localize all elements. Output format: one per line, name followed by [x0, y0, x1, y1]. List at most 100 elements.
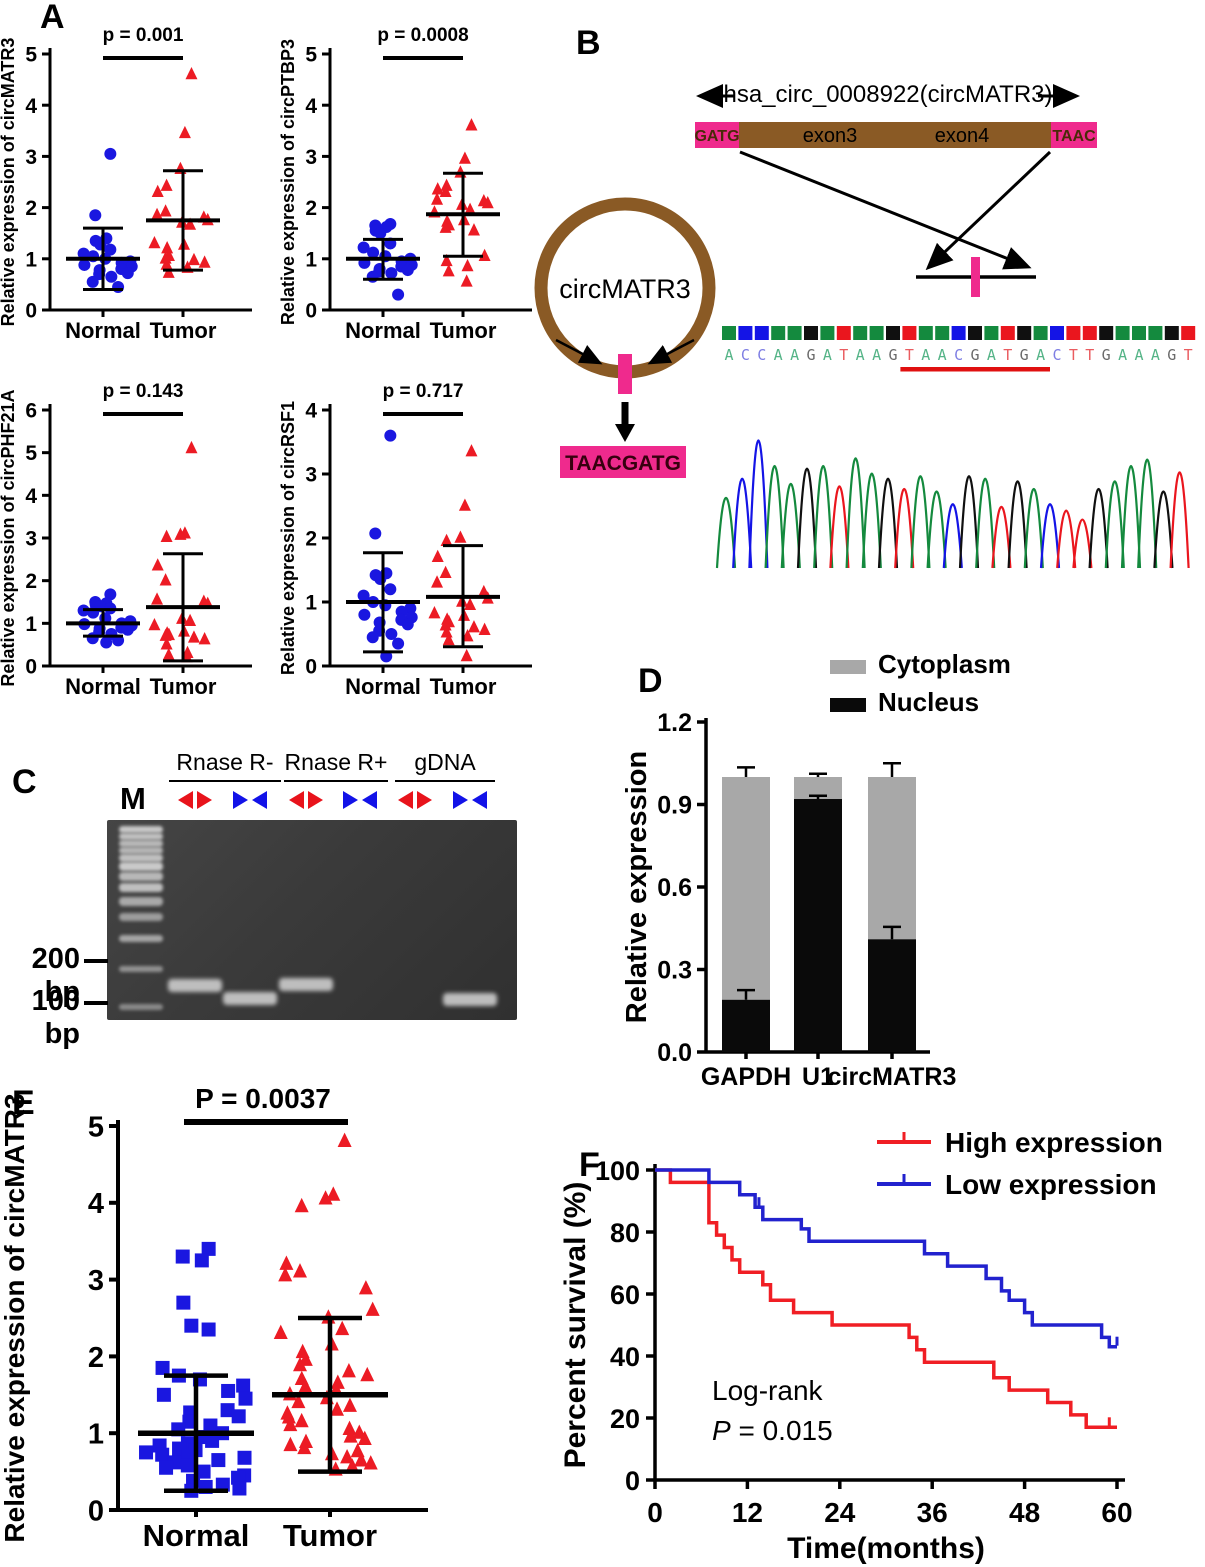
ladder-band	[119, 872, 163, 881]
svg-text:48: 48	[1009, 1497, 1040, 1528]
panel-c-label: C	[12, 763, 37, 801]
scatter-circmatr3-large-chart: 0 1 2 3 4 5 Normal Tumor P = 0.0037 Relative expr…	[0, 1083, 428, 1553]
pcr-band	[279, 978, 333, 992]
svg-text:2: 2	[305, 197, 317, 220]
svg-text:C: C	[741, 346, 750, 364]
svg-text:Tumor: Tumor	[430, 674, 497, 699]
svg-text:4: 4	[88, 1188, 104, 1220]
svg-text:1.2: 1.2	[657, 709, 692, 737]
ladder-band	[119, 935, 163, 942]
ladder-band	[119, 826, 163, 833]
tumor-points	[273, 1132, 380, 1476]
mean-sd-normal	[346, 237, 420, 281]
pcr-band	[443, 993, 497, 1007]
ladder-band	[119, 840, 163, 847]
cytoplasm-bar	[794, 777, 842, 799]
mean-sd-normal	[66, 608, 140, 638]
svg-text:P = 0.0037: P = 0.0037	[195, 1083, 331, 1114]
mean-sd-normal	[66, 226, 140, 292]
circle-junction-tick	[618, 354, 632, 394]
tumor-points	[148, 66, 214, 278]
svg-text:GATG: GATG	[694, 128, 739, 145]
svg-text:A: A	[921, 346, 930, 364]
svg-text:0: 0	[625, 1466, 640, 1496]
sequence-squares	[722, 326, 1196, 340]
svg-text:Tumor: Tumor	[150, 318, 217, 343]
svg-text:0: 0	[88, 1495, 104, 1527]
svg-text:12: 12	[732, 1497, 763, 1528]
svg-text:0: 0	[305, 656, 317, 679]
normal-points	[77, 147, 138, 293]
svg-text:60: 60	[1101, 1497, 1132, 1528]
panel-e-label: E	[12, 1084, 35, 1122]
svg-text:A: A	[856, 346, 865, 364]
svg-text:1: 1	[305, 248, 317, 271]
gel-marker-lane-label: M	[120, 781, 146, 816]
convergent-primer-arrow-icon	[233, 791, 248, 809]
svg-text:0.3: 0.3	[657, 957, 692, 985]
svg-text:G: G	[970, 346, 979, 364]
gatg-splice-box	[695, 122, 739, 148]
svg-text:Normal: Normal	[345, 318, 421, 343]
gel-group-rnase-minus: Rnase R-	[169, 749, 281, 782]
svg-text:U1: U1	[802, 1063, 834, 1091]
panel-c-gel: C M Rnase R- Rnase R+ gDNA 200 bp 100 bp	[0, 745, 570, 1055]
svg-text:G: G	[1020, 346, 1029, 364]
svg-text:Normal: Normal	[65, 674, 141, 699]
svg-text:Relative expression of circMAT: Relative expression of circMATR3	[0, 1093, 30, 1542]
svg-text:4: 4	[25, 485, 37, 508]
svg-text:circMATR3: circMATR3	[559, 274, 691, 304]
svg-text:Relative expression: Relative expression	[621, 751, 653, 1023]
mean-sd-tumor	[146, 169, 220, 272]
divergent-primer-arrow-icon	[178, 791, 193, 809]
svg-text:80: 80	[610, 1218, 640, 1248]
svg-text:Tumor: Tumor	[150, 674, 217, 699]
svg-text:G: G	[1167, 346, 1176, 364]
mean-sd-tumor	[426, 544, 500, 649]
svg-text:A: A	[987, 346, 996, 364]
ladder-band	[119, 847, 163, 854]
legend-swatch-nucleus	[830, 698, 866, 712]
mean-sd-normal	[138, 1373, 254, 1494]
svg-text:2: 2	[305, 528, 317, 551]
svg-text:Cytoplasm: Cytoplasm	[878, 649, 1011, 679]
mean-sd-tumor	[146, 552, 220, 663]
gel-size-200bp-dash	[84, 959, 108, 963]
svg-text:5: 5	[25, 44, 37, 67]
svg-text:A: A	[774, 346, 783, 364]
backsplice-arrow-right	[925, 150, 1052, 271]
convergent-primer-arrow-icon	[343, 791, 358, 809]
nucleus-bar	[722, 999, 770, 1052]
svg-text:A: A	[724, 346, 733, 364]
svg-text:G: G	[1102, 346, 1111, 364]
svg-text:Tumor: Tumor	[283, 1518, 377, 1553]
convergent-primer-arrow-icon	[362, 791, 377, 809]
gel-size-100bp-dash	[84, 1001, 108, 1005]
svg-text:G: G	[806, 346, 815, 364]
svg-text:G: G	[888, 346, 897, 364]
svg-text:exon3: exon3	[803, 125, 858, 147]
svg-text:T: T	[1069, 346, 1078, 364]
svg-text:20: 20	[610, 1404, 640, 1434]
svg-text:D: D	[638, 662, 663, 700]
divergent-primer-arrow-icon	[197, 791, 212, 809]
pcr-band	[223, 992, 277, 1006]
svg-text:36: 36	[917, 1497, 948, 1528]
svg-text:Tumor: Tumor	[430, 318, 497, 343]
svg-text:p = 0.143: p = 0.143	[103, 381, 184, 402]
panel-f: F 0 12 24 36 48 60 0 20 40 60 80 100 High expression L…	[555, 1090, 1205, 1567]
svg-text:3: 3	[305, 146, 317, 169]
cytoplasm-bar	[722, 777, 770, 1000]
svg-text:4: 4	[305, 95, 317, 118]
backsplice-arrow-left	[739, 150, 1032, 270]
scatter-circmatr3-chart: 0 1 2 3 4 5 Normal Tumor p = 0.001 Relative expre…	[0, 25, 252, 343]
mean-sd-tumor	[426, 171, 500, 258]
normal-points	[357, 429, 418, 663]
tumor-points	[428, 118, 494, 287]
svg-text:1: 1	[305, 592, 317, 615]
scatter-circptbp3-chart: 0 1 2 3 4 5 Normal Tumor p = 0.0008 Relative expr…	[280, 25, 532, 343]
divergent-primer-arrow-icon	[398, 791, 413, 809]
svg-text:TAAC: TAAC	[1052, 128, 1096, 145]
